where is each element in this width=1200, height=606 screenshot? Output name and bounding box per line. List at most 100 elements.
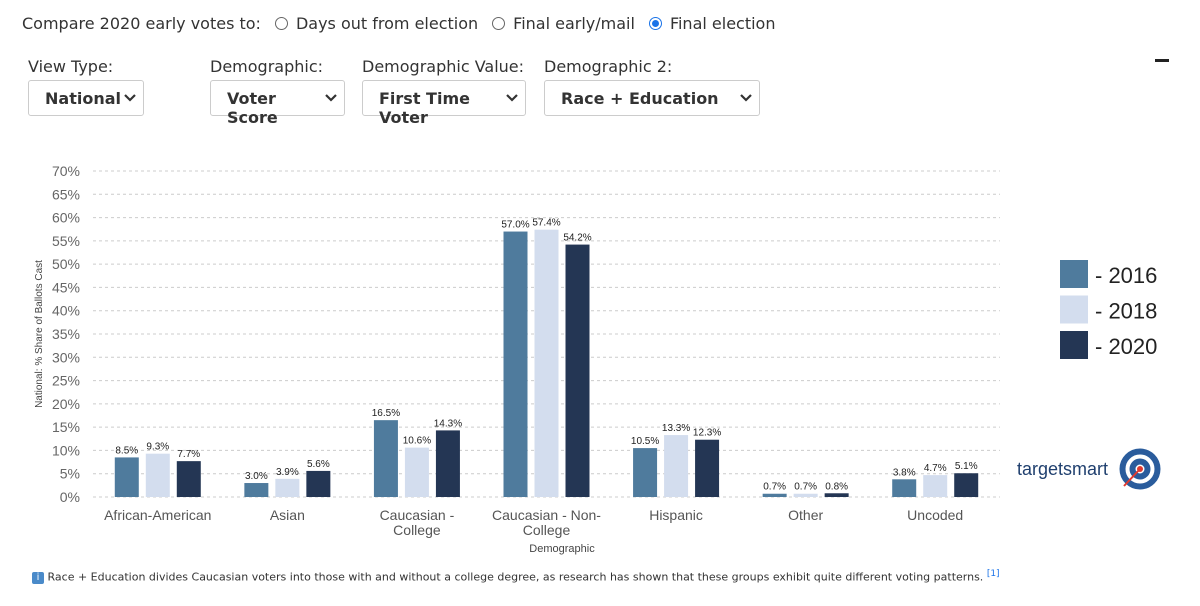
y-tick-label: 20% [52, 396, 80, 412]
value-label: 13.3% [662, 423, 690, 434]
bar [664, 435, 689, 497]
bar [534, 229, 559, 497]
legend-swatch [1060, 331, 1088, 359]
y-tick-label: 35% [52, 326, 80, 342]
brand-logo [1123, 468, 1141, 487]
legend-label: - 2020 [1095, 334, 1157, 359]
filter-label: View Type: [28, 57, 114, 76]
x-tick-label: Asian [269, 507, 305, 523]
bar [114, 457, 139, 497]
bar [145, 453, 170, 497]
y-tick-label: 0% [60, 489, 80, 505]
x-tick-label: Hispanic [649, 507, 703, 523]
radio-label[interactable]: Final early/mail [513, 14, 635, 33]
value-label: 9.3% [146, 442, 169, 453]
radio-button[interactable] [492, 17, 506, 30]
chevron [124, 94, 136, 102]
x-tick-label: African-American [104, 507, 212, 523]
dropdown-value: First Time Voter [379, 89, 470, 127]
value-label: 3.9% [276, 467, 299, 478]
value-label: 5.1% [955, 461, 978, 472]
y-tick-label: 25% [52, 373, 80, 389]
value-label: 7.7% [177, 449, 200, 460]
radio-label[interactable]: Final election [669, 14, 776, 33]
filter-label: Demographic 2: [544, 57, 673, 76]
chevron [325, 94, 337, 102]
radio-button[interactable] [648, 17, 662, 30]
brand-name: targetsmart [1017, 459, 1108, 479]
bar [176, 461, 201, 497]
bar [954, 473, 979, 497]
info-icon: i [32, 571, 44, 584]
dropdown-value: Voter Score [227, 89, 278, 127]
y-tick-label: 65% [52, 186, 80, 202]
chevron [740, 94, 752, 102]
value-label: 10.5% [631, 436, 659, 447]
value-label: 4.7% [924, 463, 947, 474]
value-label: 10.6% [403, 436, 431, 447]
y-tick-label: 30% [52, 349, 80, 365]
dropdown[interactable]: Race + Education [544, 80, 760, 116]
compare-label: Compare 2020 early votes to: [22, 14, 261, 33]
value-label: 16.5% [372, 408, 400, 419]
y-tick-label: 45% [52, 279, 80, 295]
value-label: 57.0% [501, 220, 529, 231]
y-tick-label: 15% [52, 419, 80, 435]
x-tick-label: Other [788, 507, 824, 523]
bar [695, 439, 720, 497]
x-tick-label: Caucasian - Non-College [492, 507, 601, 538]
radio-button[interactable] [274, 17, 288, 30]
x-tick-label: Uncoded [907, 507, 964, 523]
dropdown-value: Race + Education [561, 89, 719, 108]
bar [373, 420, 398, 497]
filter-label: Demographic Value: [362, 57, 525, 76]
footnote-ref[interactable]: [1] [986, 569, 1000, 579]
dropdown[interactable]: Voter Score [210, 80, 345, 127]
bar [306, 470, 331, 497]
y-tick-label: 50% [52, 256, 80, 272]
y-tick-label: 40% [52, 303, 80, 319]
bar [244, 483, 269, 497]
dropdown-value: National [45, 89, 121, 108]
bar [503, 231, 528, 497]
value-label: 0.7% [794, 482, 817, 493]
bar [923, 475, 948, 497]
value-label: 57.4% [532, 218, 560, 229]
collapse-icon[interactable] [1155, 59, 1169, 62]
bar [565, 244, 590, 497]
legend-swatch [1060, 260, 1088, 288]
footnote-text: Race + Education divides Caucasian voter… [47, 570, 984, 584]
y-axis-title: National: % Share of Ballots Cast [34, 260, 45, 408]
bar [762, 493, 787, 497]
x-axis-title: Demographic [529, 543, 595, 555]
value-label: 3.8% [893, 467, 916, 478]
bar [824, 493, 849, 497]
bar [275, 478, 300, 497]
chevron [506, 94, 518, 102]
compare-row: Compare 2020 early votes to: Days out fr… [22, 14, 775, 33]
value-label: 5.6% [307, 459, 330, 470]
filter-label: Demographic: [210, 57, 324, 76]
bar [404, 447, 429, 497]
value-label: 14.3% [434, 418, 462, 429]
bar [793, 493, 818, 497]
legend-label: - 2016 [1095, 263, 1157, 288]
value-label: 54.2% [563, 233, 591, 244]
x-tick-label: Caucasian - College [379, 507, 455, 538]
value-label: 12.3% [693, 428, 721, 439]
dropdown[interactable]: First Time Voter [362, 80, 526, 127]
bar [633, 448, 658, 497]
y-tick-label: 5% [60, 466, 80, 482]
chart: 0% 5% 10% 15% 20% 25% 30% 35% 40% 45% 50% 55% 60% 65%… [34, 163, 1161, 555]
bar [892, 479, 917, 497]
y-tick-label: 55% [52, 233, 80, 249]
value-label: 0.7% [763, 482, 786, 493]
y-tick-label: 10% [52, 442, 80, 458]
legend-label: - 2018 [1095, 299, 1157, 324]
radio-label[interactable]: Days out from election [295, 14, 479, 33]
value-label: 8.5% [115, 445, 138, 456]
value-label: 3.0% [245, 471, 268, 482]
dropdown[interactable]: National [28, 80, 144, 116]
value-label: 0.8% [825, 481, 848, 492]
